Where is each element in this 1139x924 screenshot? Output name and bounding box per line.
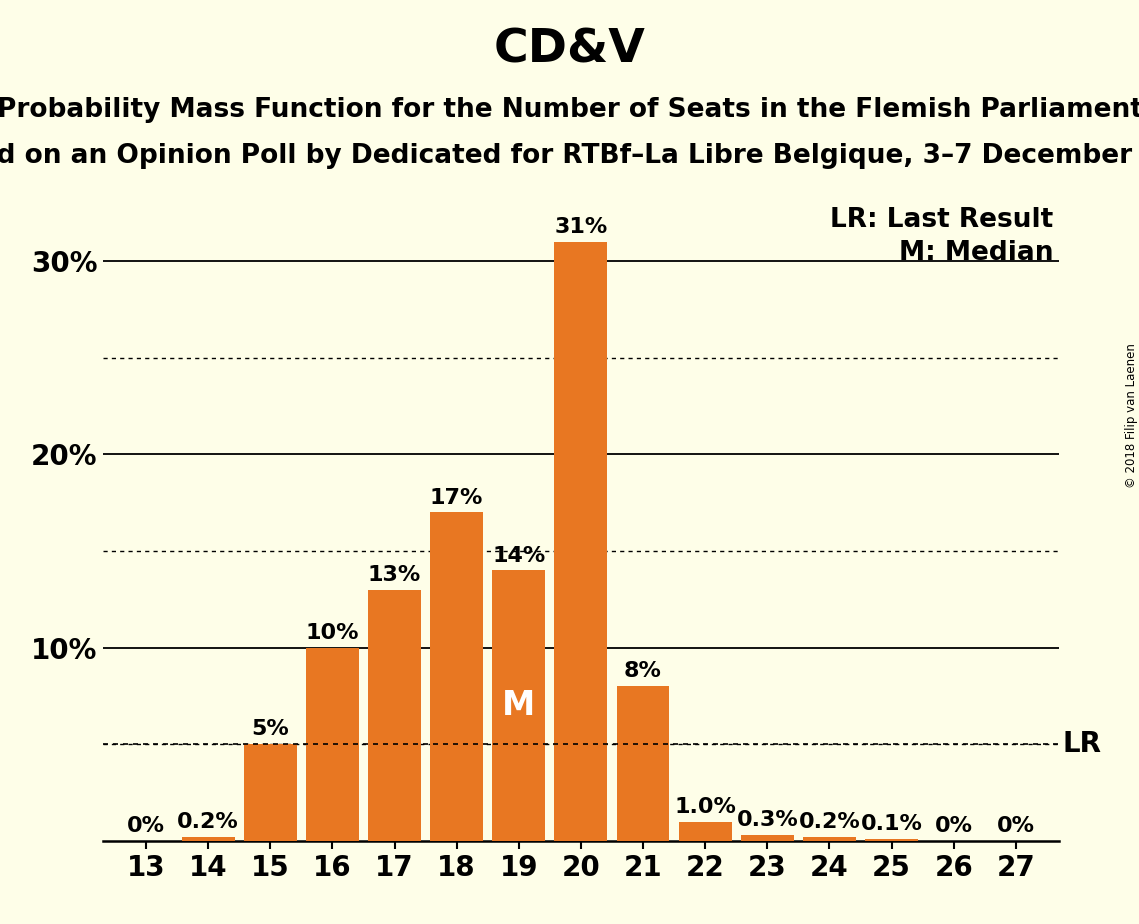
Text: 0%: 0% <box>997 816 1034 836</box>
Text: M: M <box>502 689 535 722</box>
Bar <box>492 570 546 841</box>
Bar <box>182 837 235 841</box>
Text: 0.2%: 0.2% <box>798 812 860 833</box>
Bar <box>616 687 670 841</box>
Text: 31%: 31% <box>555 217 607 237</box>
Text: 0.3%: 0.3% <box>737 810 798 831</box>
Bar <box>555 242 607 841</box>
Text: 10%: 10% <box>305 623 359 643</box>
Bar <box>306 648 359 841</box>
Text: LR: Last Result: LR: Last Result <box>830 207 1054 233</box>
Text: 14%: 14% <box>492 545 546 565</box>
Text: © 2018 Filip van Laenen: © 2018 Filip van Laenen <box>1124 344 1138 488</box>
Text: 5%: 5% <box>252 720 289 739</box>
Text: 0.2%: 0.2% <box>178 812 239 833</box>
Text: 0%: 0% <box>128 816 165 836</box>
Text: CD&V: CD&V <box>493 28 646 73</box>
Text: 1.0%: 1.0% <box>674 796 736 817</box>
Text: 13%: 13% <box>368 565 421 585</box>
Text: 8%: 8% <box>624 662 662 682</box>
Bar <box>866 839 918 841</box>
Bar <box>803 837 855 841</box>
Bar <box>679 821 731 841</box>
Bar <box>368 590 421 841</box>
Text: Based on an Opinion Poll by Dedicated for RTBf–La Libre Belgique, 3–7 December 2: Based on an Opinion Poll by Dedicated fo… <box>0 143 1139 169</box>
Bar <box>244 744 296 841</box>
Bar <box>740 835 794 841</box>
Bar <box>431 513 483 841</box>
Text: 0.1%: 0.1% <box>861 814 923 834</box>
Text: LR: LR <box>1063 730 1101 759</box>
Text: M: Median: M: Median <box>899 240 1054 266</box>
Text: Probability Mass Function for the Number of Seats in the Flemish Parliament: Probability Mass Function for the Number… <box>0 97 1139 123</box>
Text: 17%: 17% <box>429 488 483 507</box>
Text: 0%: 0% <box>935 816 973 836</box>
